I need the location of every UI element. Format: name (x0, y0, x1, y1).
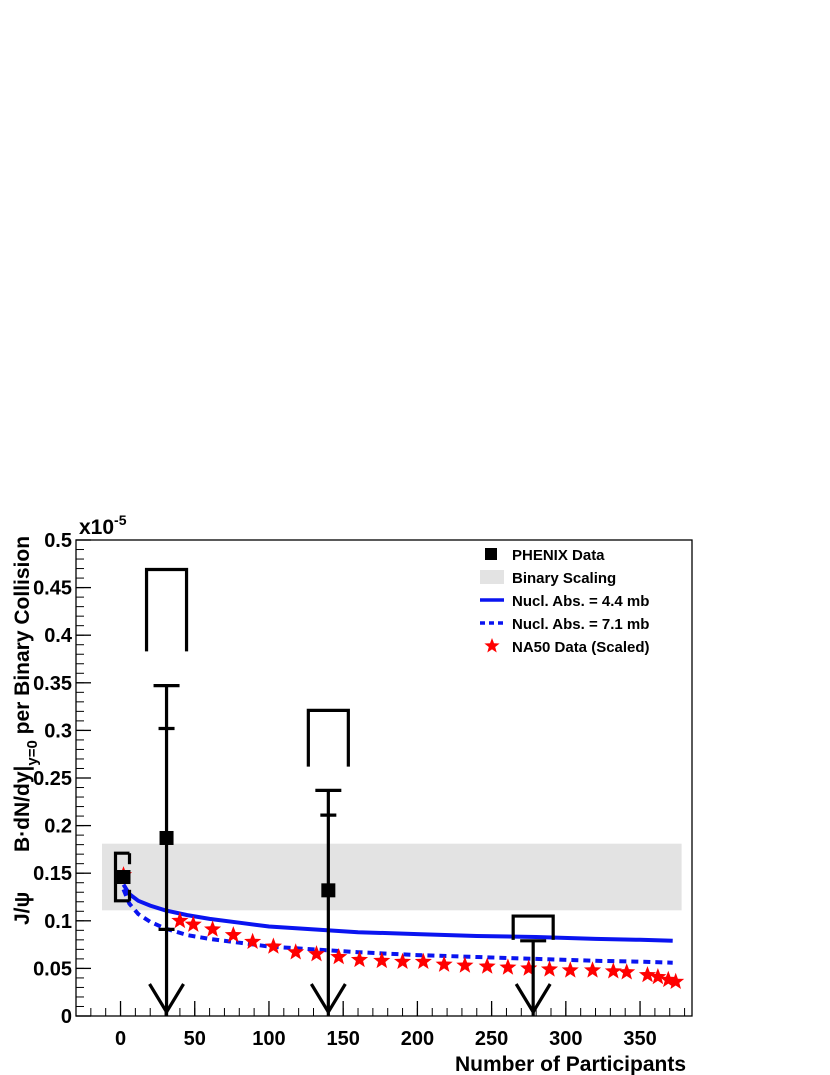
na50-point (373, 951, 391, 969)
legend-label: NA50 Data (Scaled) (512, 639, 650, 656)
x-tick-label: 50 (184, 1028, 206, 1050)
na50-point (456, 956, 474, 973)
phenix-point-group (511, 914, 555, 1016)
na50-point (499, 958, 517, 975)
y-tick-label: 0.45 (33, 578, 72, 600)
x-tick-label: 300 (549, 1028, 582, 1050)
y-tick-label: 0.05 (33, 958, 72, 980)
y-tick-label: 0.4 (44, 625, 73, 647)
na50-point (649, 968, 667, 985)
na50-point (204, 920, 222, 937)
phenix-sys-bracket (113, 851, 130, 903)
legend: PHENIX Data Binary Scaling Nucl. Abs. = 4.… (480, 547, 650, 656)
y-axis-label-prefix: J/ψ (11, 892, 34, 925)
y-axis-exponent-power: -5 (114, 512, 127, 528)
legend-entry: Binary Scaling (480, 570, 616, 587)
phenix-marker (116, 870, 131, 885)
na50-point (435, 955, 453, 972)
y-axis-exponent-base: x10 (79, 516, 114, 539)
na50-point (540, 960, 559, 977)
binary-scaling-band (102, 843, 682, 911)
y-axis-exponent: x10-5 (79, 512, 127, 539)
y-axis-label-main: B·dN/dy| (11, 766, 34, 852)
na50-point (330, 948, 348, 965)
svg-text:B·dN/dy|y=0 per Binary Collisi: B·dN/dy|y=0 per Binary Collision (11, 536, 41, 852)
x-tick-label: 350 (623, 1028, 656, 1050)
na50-point (171, 911, 189, 929)
legend-label: Binary Scaling (512, 570, 616, 587)
na50-point (184, 915, 202, 932)
phenix-sys-box (144, 567, 189, 652)
plot-frame (75, 539, 693, 1017)
na50-point (618, 963, 636, 980)
phenix-points-layer (113, 567, 555, 1016)
na50-point (224, 926, 242, 943)
y-tick-label: 0.35 (33, 673, 72, 695)
legend-entry: NA50 Data (Scaled) (484, 638, 650, 656)
x-tick-label: 100 (252, 1028, 285, 1050)
na50-point (307, 945, 325, 962)
na50-point (561, 961, 579, 978)
y-tick-label: 0.1 (44, 911, 72, 933)
phenix-point-group (144, 567, 189, 1016)
phenix-sys-box (511, 914, 555, 940)
na50-point (638, 966, 656, 983)
na50-point (350, 950, 369, 968)
phenix-arrow-head (148, 983, 185, 1016)
x-tick-label: 0 (115, 1028, 126, 1050)
y-axis-label-subscript: y=0 (24, 740, 41, 765)
y-tick-label: 0.2 (44, 816, 72, 838)
curve-nucl-abs-7.1mb (121, 888, 673, 965)
na50-point (584, 961, 602, 978)
y-tick-label: 0 (61, 1006, 72, 1028)
y-axis-label: B·dN/dy|y=0 per Binary Collision J/ψ (11, 536, 41, 925)
legend-label: PHENIX Data (512, 547, 605, 564)
legend-entry: Nucl. Abs. = 7.1 mb (480, 616, 649, 633)
legend-band-icon (480, 570, 504, 584)
y-tick-label: 0.25 (33, 768, 72, 790)
na50-point (478, 957, 496, 974)
na50-points-layer (114, 866, 685, 989)
legend-square-icon (485, 548, 497, 560)
legend-star-icon (484, 638, 500, 653)
na50-point (394, 952, 412, 969)
x-axis-label: Number of Participants (455, 1053, 686, 1075)
y-tick-label: 0.5 (44, 530, 72, 552)
phenix-marker (321, 883, 336, 898)
curve-nucl-abs-4.4mb (121, 883, 673, 943)
na50-point (520, 959, 538, 976)
phenix-marker (159, 830, 174, 845)
y-tick-label: 0.3 (44, 720, 72, 742)
absorption-curves-layer (121, 883, 673, 965)
x-tick-label: 150 (326, 1028, 359, 1050)
phenix-arrow-head (514, 983, 552, 1016)
na50-point (244, 932, 262, 949)
x-tick-label: 200 (401, 1028, 434, 1050)
na50-point (287, 943, 305, 960)
legend-label: Nucl. Abs. = 4.4 mb (512, 593, 649, 610)
na50-point (604, 962, 622, 979)
na50-point (667, 972, 685, 989)
na50-point (414, 952, 432, 969)
y-tick-label: 0.15 (33, 863, 72, 885)
binary-scaling-band-layer (102, 843, 682, 911)
legend-label: Nucl. Abs. = 7.1 mb (512, 616, 649, 633)
x-tick-label: 250 (475, 1028, 508, 1050)
phenix-point-group (113, 851, 132, 903)
na50-point (264, 937, 282, 954)
legend-entry: PHENIX Data (485, 547, 605, 564)
phenix-sys-box (306, 708, 350, 767)
legend-entry: Nucl. Abs. = 4.4 mb (480, 593, 649, 610)
axes-layer: 0 0.05 0.1 0.15 0.2 0.25 0.3 0.35 0.4 0.45 0.5 0 50 1… (33, 530, 686, 1050)
y-axis-label-tail: per Binary Collision (11, 536, 34, 740)
